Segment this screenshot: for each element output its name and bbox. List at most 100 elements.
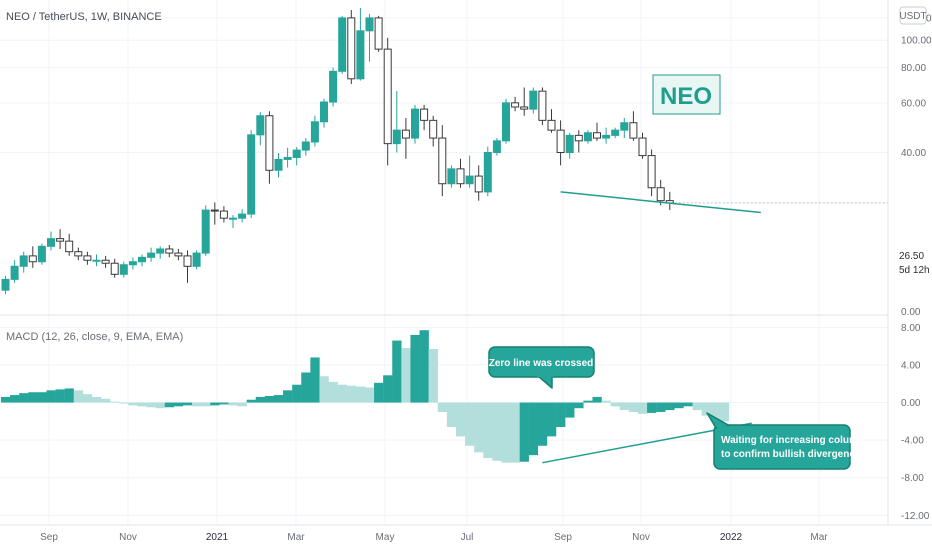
price-tick-label: 80.00 <box>901 63 926 74</box>
symbol-title[interactable]: NEO / TetherUS, 1W, BINANCE <box>6 11 162 23</box>
neo-logo-text: NEO <box>660 83 712 110</box>
candle-body <box>647 155 656 189</box>
candle <box>638 132 647 159</box>
candle-body <box>219 210 228 219</box>
candle-body <box>320 101 328 123</box>
price-tick-label: 40.00 <box>901 148 926 159</box>
callout-waiting[interactable]: Waiting for increasing column to confirm… <box>706 412 864 470</box>
macd-bar <box>319 376 329 403</box>
candle <box>620 118 629 139</box>
candle <box>310 115 319 147</box>
price-trendline[interactable] <box>560 191 761 214</box>
candle-body <box>574 134 583 142</box>
candle <box>247 130 256 219</box>
macd-bar <box>619 402 630 411</box>
candle <box>1 275 10 295</box>
candle <box>110 258 119 278</box>
candle-body <box>547 119 556 131</box>
candle <box>147 247 156 262</box>
candle <box>83 251 92 265</box>
macd-bar <box>637 402 648 414</box>
candle-body <box>256 115 265 136</box>
macd-bar <box>510 402 520 463</box>
candle-body <box>392 129 401 145</box>
candle <box>265 111 274 184</box>
macd-bar <box>173 402 184 407</box>
candle <box>429 115 438 147</box>
candle <box>465 155 474 188</box>
macd-bar <box>628 402 639 412</box>
currency-label: USDT <box>899 11 926 22</box>
macd-bar <box>91 396 102 403</box>
macd-indicator-label[interactable]: MACD (12, 26, close, 9, EMA, EMA) <box>6 331 183 343</box>
candle <box>665 191 674 211</box>
neo-logo: NEO <box>652 74 721 115</box>
candle-body <box>74 251 83 257</box>
macd-bar <box>337 384 347 403</box>
candle-body <box>583 132 592 142</box>
candle <box>356 8 365 81</box>
macd-bar <box>0 396 11 403</box>
callout-zero-line[interactable]: Zero line was crossed <box>488 346 595 389</box>
candle-body <box>128 261 137 266</box>
macd-bar <box>565 402 575 418</box>
candle-body <box>183 255 192 267</box>
candle-body <box>247 134 256 215</box>
candle-body <box>511 102 520 108</box>
macd-bar <box>483 402 493 458</box>
macd-bar <box>574 402 584 409</box>
candle <box>602 127 611 144</box>
candle-body <box>65 240 74 253</box>
candle <box>583 130 592 144</box>
candle-body <box>492 140 501 153</box>
macd-bar <box>519 402 529 462</box>
candle <box>374 15 383 52</box>
candle <box>338 15 347 74</box>
macd-bar <box>246 399 256 403</box>
macd-bar <box>64 388 74 403</box>
candle-body <box>101 259 110 264</box>
candle <box>128 257 137 270</box>
candle <box>292 147 301 166</box>
callout-waiting-text-1: Waiting for increasing column <box>721 435 864 446</box>
candle-body <box>310 121 319 143</box>
candle-body <box>165 248 174 254</box>
candle <box>138 254 146 267</box>
candle <box>320 98 328 128</box>
candle-body <box>329 70 338 103</box>
candle <box>10 260 19 283</box>
macd-bar <box>192 402 202 407</box>
candle-body <box>292 149 301 159</box>
candle-body <box>1 278 10 291</box>
candle <box>392 91 401 153</box>
macd-bar <box>556 402 566 427</box>
time-tick-label: Mar <box>287 532 305 543</box>
macd-bar <box>410 334 420 403</box>
time-axis-ticks: Sep Nov 2021 Mar May Jul Sep Nov 2022 Mar <box>40 532 828 543</box>
candle-body <box>37 245 46 263</box>
macd-bar <box>364 387 375 403</box>
macd-bar <box>437 402 448 412</box>
macd-bar <box>137 402 147 407</box>
macd-bar <box>537 402 548 446</box>
candle <box>192 250 201 270</box>
macd-bar <box>101 398 111 403</box>
candle-body <box>138 256 146 263</box>
macd-bar <box>719 402 730 422</box>
macd-bar <box>601 400 611 403</box>
macd-bar <box>110 401 120 403</box>
macd-bar <box>674 402 684 409</box>
candle-body <box>401 129 410 139</box>
macd-bar <box>164 402 175 408</box>
macd-bar <box>474 402 484 453</box>
candle-body <box>47 238 55 247</box>
candle <box>401 118 410 159</box>
currency-button[interactable]: USDT <box>899 6 927 25</box>
macd-histogram <box>0 330 730 463</box>
candle <box>438 125 447 197</box>
candle-body <box>383 48 392 145</box>
candle-body <box>602 134 611 139</box>
candle <box>365 13 374 62</box>
